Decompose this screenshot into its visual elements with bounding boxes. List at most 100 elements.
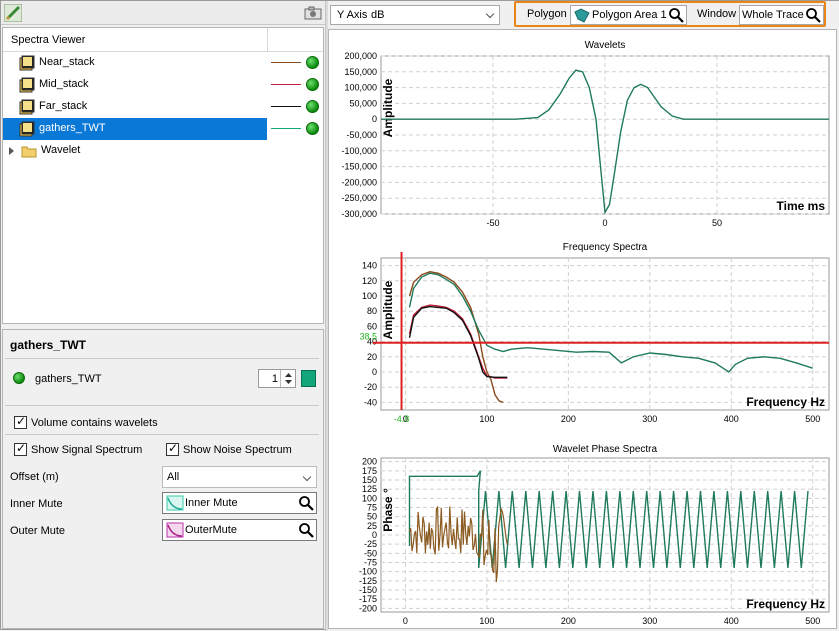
show-signal-spectrum-checkbox[interactable]: [14, 441, 27, 456]
charts-canvas: Wavelets 200,000 150,000 100,000 50,000 0 -50,…: [341, 40, 830, 626]
y-tick-label: 175: [362, 466, 377, 476]
tree-item-gathers-twt[interactable]: gathers_TWT: [3, 118, 323, 140]
x-axis-label: Frequency Hz: [746, 597, 825, 611]
y-tick-label: 50,000: [349, 98, 377, 108]
search-icon[interactable]: [805, 7, 821, 23]
tree-item-wavelet[interactable]: Wavelet: [3, 140, 323, 162]
y-axis-label: Amplitude: [381, 78, 395, 137]
volume-icon: [19, 55, 35, 71]
plot-series: [381, 69, 829, 214]
y-tick-label: 140: [362, 261, 377, 271]
pencil-icon[interactable]: [4, 4, 22, 22]
x-tick-label: 0: [403, 414, 408, 424]
window-picker[interactable]: Whole Trace: [739, 5, 824, 25]
y-tick-label: -300,000: [341, 209, 377, 219]
visibility-dot-icon[interactable]: [13, 372, 25, 384]
y-axis-label: Amplitude: [381, 280, 395, 339]
series-line-Near_stack: [408, 270, 504, 404]
x-tick-label: 100: [479, 616, 494, 626]
tree-item-mid-stack[interactable]: Mid_stack: [3, 74, 323, 96]
chart-title: Wavelet Phase Spectra: [553, 444, 658, 455]
y-tick-label: -150,000: [341, 162, 377, 172]
expand-arrow-icon[interactable]: [9, 147, 14, 155]
x-tick-label: 200: [561, 414, 576, 424]
plot-series: [408, 270, 813, 404]
x-tick-label: 100: [479, 414, 494, 424]
crosshair-y-label: 38.5: [359, 332, 377, 342]
y-tick-label: 125: [362, 484, 377, 494]
chevron-down-icon: [302, 472, 312, 482]
tree-item-label: gathers_TWT: [39, 122, 106, 134]
chart-toolbar: Y Axis dB Polygon Polygon Area 1 Window …: [328, 1, 839, 29]
offset-select[interactable]: All: [162, 466, 317, 488]
y-tick-label: -50: [364, 548, 377, 558]
y-tick-label: -200,000: [341, 177, 377, 187]
y-tick-label: -100: [359, 567, 377, 577]
x-tick-label: 300: [642, 616, 657, 626]
y-tick-label: -40: [364, 397, 377, 407]
volume-contains-wavelets-label: Volume contains wavelets: [31, 417, 158, 429]
crosshair-x-label: -4.8: [394, 414, 410, 424]
tree-header: Spectra Viewer: [3, 28, 323, 52]
visibility-dot-icon[interactable]: [306, 122, 319, 135]
tree-item-label: Mid_stack: [39, 78, 89, 90]
y-axis-value: dB: [371, 9, 385, 21]
polygon-label: Polygon: [527, 8, 567, 20]
inner-mute-picker[interactable]: Inner Mute: [162, 492, 317, 514]
show-noise-spectrum-label: Show Noise Spectrum: [183, 444, 292, 456]
series-line-wavelet: [381, 69, 829, 214]
volume-contains-wavelets-checkbox[interactable]: [14, 414, 27, 429]
show-signal-spectrum-label: Show Signal Spectrum: [31, 444, 143, 456]
polygon-icon: [574, 8, 590, 23]
y-tick-label: -125: [359, 576, 377, 586]
y-tick-label: -150: [359, 585, 377, 595]
y-tick-label: 40: [367, 337, 377, 347]
series-line-gathers_TWT: [408, 272, 813, 373]
series-line-swatch: [271, 62, 301, 63]
tree-item-near-stack[interactable]: Near_stack: [3, 52, 323, 74]
y-tick-label: -250,000: [341, 193, 377, 203]
offset-label: Offset (m): [10, 471, 59, 483]
chart-panel-0: Wavelets 200,000 150,000 100,000 50,000 0 -50,…: [341, 40, 830, 228]
search-icon[interactable]: [298, 522, 314, 538]
mute-icon: [166, 495, 184, 511]
window-label: Window: [697, 8, 737, 20]
x-tick-label: 50: [712, 218, 722, 228]
properties-title: gathers_TWT: [10, 338, 87, 352]
right-panel: Y Axis dB Polygon Polygon Area 1 Window …: [328, 1, 839, 631]
y-tick-label: -25: [364, 539, 377, 549]
y-axis-label: Phase °: [381, 488, 395, 532]
y-tick-label: 20: [367, 352, 377, 362]
inner-mute-label: Inner Mute: [10, 498, 63, 510]
visibility-dot-icon[interactable]: [306, 100, 319, 113]
search-icon[interactable]: [298, 495, 314, 511]
y-tick-label: -75: [364, 558, 377, 568]
show-noise-spectrum-checkbox[interactable]: [166, 441, 179, 456]
line-color-swatch[interactable]: [301, 370, 316, 387]
y-tick-label: 100: [362, 493, 377, 503]
y-tick-label: 100: [362, 291, 377, 301]
visibility-dot-icon[interactable]: [306, 78, 319, 91]
series-line-swatch: [271, 106, 301, 107]
y-tick-label: -20: [364, 382, 377, 392]
spectra-tree: Spectra Viewer Near_stack Mid_stack Far_…: [2, 27, 324, 324]
polygon-picker[interactable]: Polygon Area 1: [570, 5, 687, 25]
panel-splitter[interactable]: [325, 1, 328, 631]
y-tick-label: 100,000: [344, 83, 377, 93]
tree-item-far-stack[interactable]: Far_stack: [3, 96, 323, 118]
plot-series: [408, 470, 809, 583]
y-tick-label: 50: [367, 512, 377, 522]
x-axis-label: Time ms: [777, 199, 826, 213]
line-width-stepper[interactable]: 1: [258, 369, 296, 388]
chevron-down-icon: [485, 9, 495, 19]
y-tick-label: -100,000: [341, 146, 377, 156]
outer-mute-picker[interactable]: OuterMute: [162, 519, 317, 541]
search-icon[interactable]: [668, 7, 684, 23]
visibility-dot-icon[interactable]: [306, 56, 319, 69]
y-tick-label: 200: [362, 457, 377, 467]
y-tick-label: 80: [367, 306, 377, 316]
y-tick-label: 0: [372, 367, 377, 377]
y-axis-select[interactable]: Y Axis dB: [330, 5, 500, 25]
camera-icon[interactable]: [304, 4, 322, 22]
